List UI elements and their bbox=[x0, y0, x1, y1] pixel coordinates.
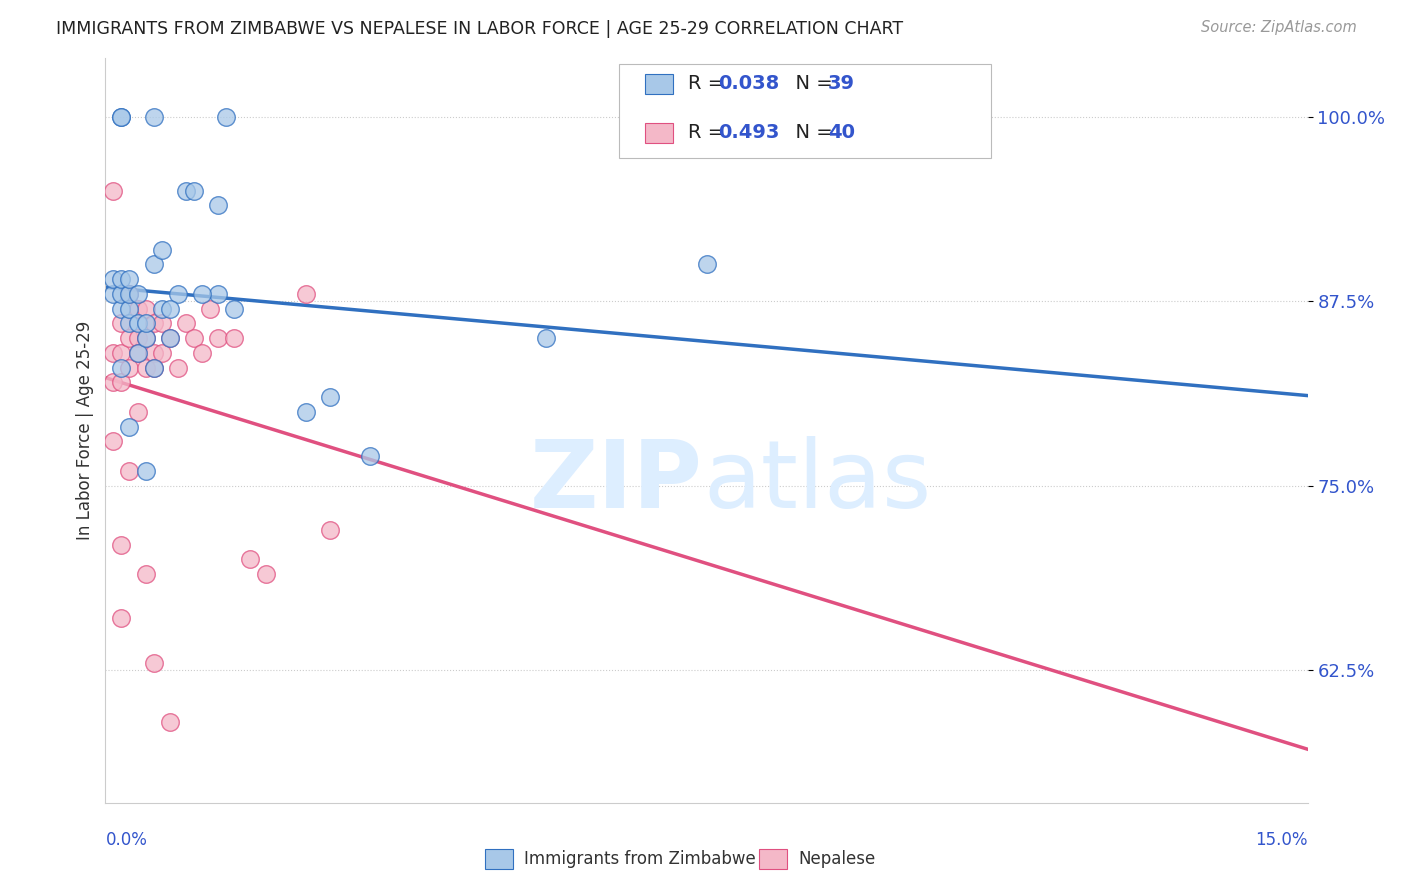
Point bbox=[142, 656, 165, 670]
Point bbox=[295, 405, 318, 419]
Point bbox=[127, 405, 149, 419]
Point bbox=[127, 301, 149, 316]
Point bbox=[207, 198, 229, 212]
Point bbox=[110, 317, 132, 331]
Text: R =: R = bbox=[688, 74, 730, 94]
Point bbox=[190, 346, 212, 360]
Text: Source: ZipAtlas.com: Source: ZipAtlas.com bbox=[1201, 20, 1357, 35]
Text: ZIP: ZIP bbox=[530, 435, 703, 528]
Point bbox=[142, 257, 165, 271]
Point bbox=[207, 331, 229, 345]
Text: 15.0%: 15.0% bbox=[1256, 831, 1308, 849]
Point bbox=[207, 287, 229, 301]
Point bbox=[110, 110, 132, 124]
Point bbox=[110, 301, 132, 316]
Point bbox=[118, 301, 141, 316]
Point bbox=[110, 346, 132, 360]
Point bbox=[534, 331, 557, 345]
Point bbox=[159, 714, 181, 729]
Point bbox=[110, 376, 132, 390]
Point bbox=[110, 287, 132, 301]
Point bbox=[166, 287, 188, 301]
Text: 0.0%: 0.0% bbox=[105, 831, 148, 849]
Point bbox=[127, 331, 149, 345]
Point bbox=[319, 523, 342, 537]
Point bbox=[118, 272, 141, 286]
Point bbox=[127, 287, 149, 301]
Point bbox=[103, 272, 125, 286]
Point bbox=[118, 419, 141, 434]
Point bbox=[135, 331, 157, 345]
Point bbox=[135, 360, 157, 375]
Point bbox=[135, 301, 157, 316]
Point bbox=[159, 301, 181, 316]
Point bbox=[254, 567, 277, 582]
Point bbox=[118, 287, 141, 301]
Point bbox=[696, 257, 718, 271]
Point bbox=[118, 287, 141, 301]
Point bbox=[142, 360, 165, 375]
Point bbox=[150, 317, 173, 331]
Text: R =: R = bbox=[688, 123, 730, 143]
Point bbox=[150, 346, 173, 360]
Text: atlas: atlas bbox=[703, 435, 931, 528]
Point bbox=[103, 287, 125, 301]
Point bbox=[110, 110, 132, 124]
Point bbox=[142, 360, 165, 375]
Point bbox=[110, 611, 132, 625]
Point bbox=[110, 272, 132, 286]
Point bbox=[174, 317, 197, 331]
Point bbox=[150, 243, 173, 257]
Point bbox=[295, 287, 318, 301]
Point bbox=[103, 346, 125, 360]
Point bbox=[142, 110, 165, 124]
Text: 39: 39 bbox=[828, 74, 855, 94]
Text: IMMIGRANTS FROM ZIMBABWE VS NEPALESE IN LABOR FORCE | AGE 25-29 CORRELATION CHAR: IMMIGRANTS FROM ZIMBABWE VS NEPALESE IN … bbox=[56, 20, 904, 37]
Point bbox=[110, 360, 132, 375]
Point bbox=[222, 301, 245, 316]
Point bbox=[135, 317, 157, 331]
Point bbox=[142, 317, 165, 331]
Point bbox=[150, 301, 173, 316]
Point bbox=[142, 346, 165, 360]
Point bbox=[127, 317, 149, 331]
Point bbox=[127, 346, 149, 360]
Text: N =: N = bbox=[783, 74, 839, 94]
Point bbox=[135, 464, 157, 478]
Point bbox=[190, 287, 212, 301]
Point bbox=[159, 331, 181, 345]
Point bbox=[135, 331, 157, 345]
Text: 0.038: 0.038 bbox=[718, 74, 780, 94]
Point bbox=[118, 464, 141, 478]
Point bbox=[183, 331, 205, 345]
Point bbox=[222, 331, 245, 345]
Point bbox=[135, 567, 157, 582]
Point bbox=[103, 184, 125, 198]
Point bbox=[214, 110, 236, 124]
Point bbox=[174, 184, 197, 198]
Point bbox=[159, 331, 181, 345]
Point bbox=[166, 360, 188, 375]
Point bbox=[359, 449, 381, 463]
Point bbox=[127, 346, 149, 360]
Point bbox=[103, 376, 125, 390]
Point bbox=[319, 390, 342, 404]
Text: 0.493: 0.493 bbox=[718, 123, 780, 143]
Point bbox=[110, 538, 132, 552]
Point bbox=[118, 331, 141, 345]
Text: Immigrants from Zimbabwe: Immigrants from Zimbabwe bbox=[524, 850, 756, 868]
Point bbox=[118, 360, 141, 375]
Point bbox=[118, 317, 141, 331]
Point bbox=[239, 552, 262, 566]
Y-axis label: In Labor Force | Age 25-29: In Labor Force | Age 25-29 bbox=[76, 321, 94, 540]
Point bbox=[198, 301, 221, 316]
Point bbox=[183, 184, 205, 198]
Text: N =: N = bbox=[783, 123, 839, 143]
Text: 40: 40 bbox=[828, 123, 855, 143]
Text: Nepalese: Nepalese bbox=[799, 850, 876, 868]
Point bbox=[103, 434, 125, 449]
